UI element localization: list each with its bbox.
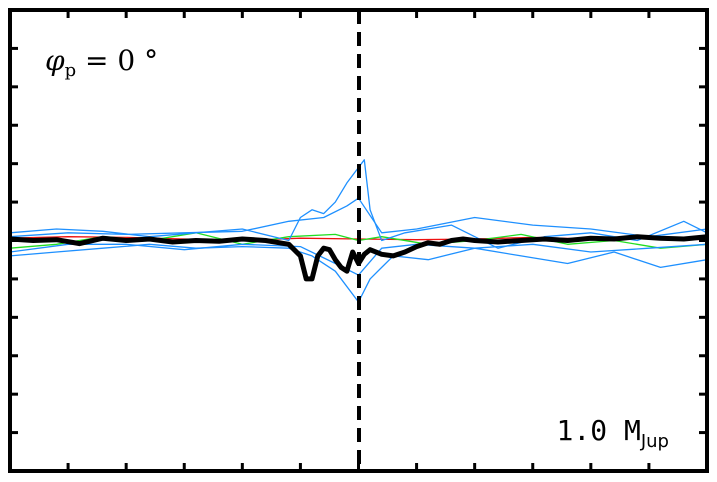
phase-symbol: φ [45,44,65,77]
series-line [9,159,708,249]
phase-value: = 0 ° [76,44,159,77]
mass-value: 1.0 M [556,414,641,447]
plot-frame [8,8,709,473]
phase-subscript: p [64,60,77,81]
phase-annotation: φp = 0 ° [45,44,158,81]
series-line [9,197,708,238]
mean-series-line [9,234,708,282]
mass-subscript: Jup [640,431,669,452]
mass-annotation: 1.0 MJup [557,414,669,452]
